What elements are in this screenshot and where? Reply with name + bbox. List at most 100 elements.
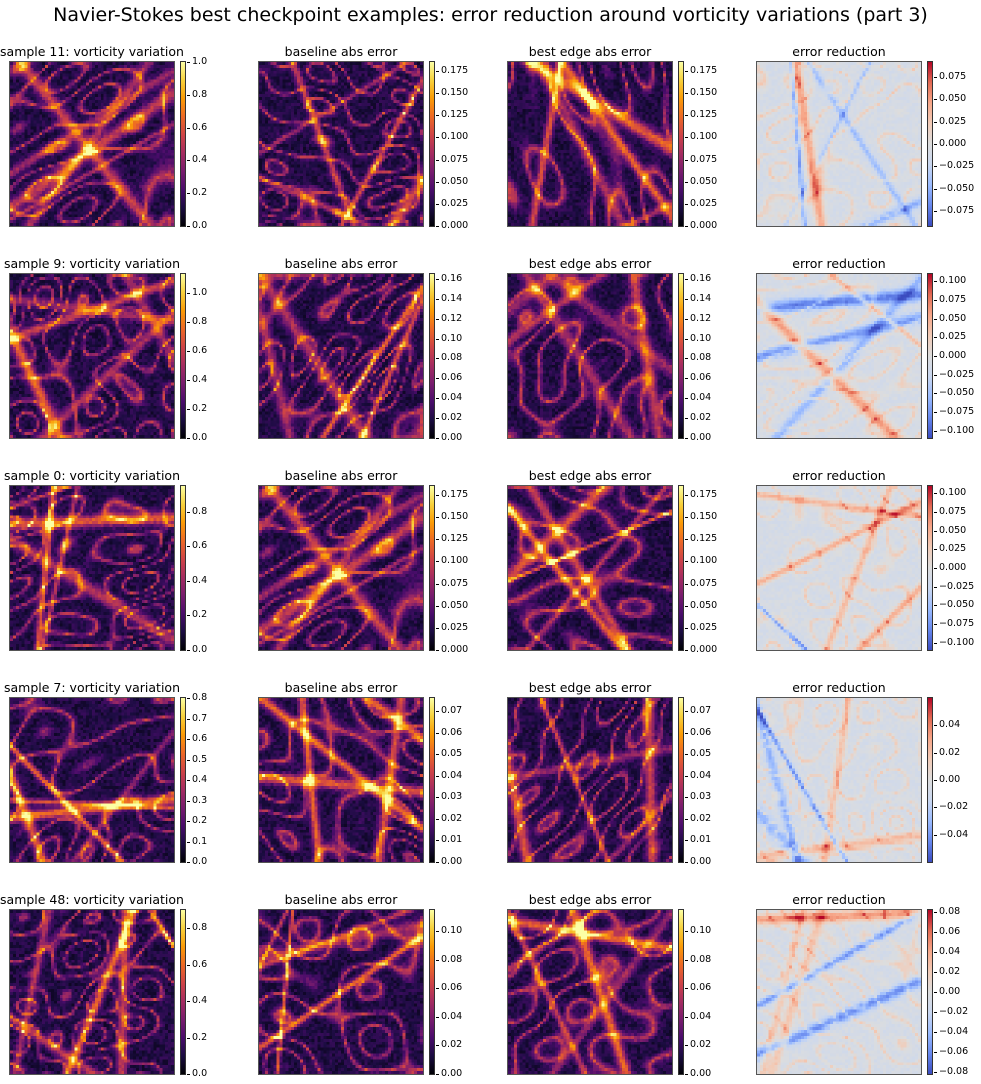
heatmap-cell bbox=[98, 141, 101, 144]
heatmap-cell bbox=[31, 103, 34, 106]
heatmap-cell bbox=[19, 77, 22, 80]
heatmap-cell bbox=[162, 100, 165, 103]
heatmap-cell bbox=[362, 124, 365, 127]
heatmap-cell bbox=[66, 220, 69, 223]
heatmap-cell bbox=[45, 121, 48, 124]
heatmap-cell bbox=[107, 97, 110, 100]
heatmap-cell bbox=[86, 97, 89, 100]
heatmap-cell bbox=[321, 150, 324, 153]
heatmap-cell bbox=[39, 100, 42, 103]
heatmap-cell bbox=[367, 68, 370, 71]
heatmap-cell bbox=[39, 141, 42, 144]
heatmap-cell bbox=[95, 126, 98, 129]
heatmap-cell bbox=[318, 80, 321, 83]
heatmap-cell bbox=[139, 208, 142, 211]
heatmap-cell bbox=[303, 91, 306, 94]
heatmap-cell bbox=[107, 223, 110, 226]
heatmap-cell bbox=[113, 74, 116, 77]
heatmap-cell bbox=[33, 200, 36, 203]
heatmap-cell bbox=[89, 217, 92, 220]
heatmap-cell bbox=[31, 208, 34, 211]
heatmap-cell bbox=[274, 106, 277, 109]
heatmap-cell bbox=[60, 80, 63, 83]
heatmap-cell bbox=[57, 167, 60, 170]
heatmap-cell bbox=[353, 141, 356, 144]
heatmap-cell bbox=[156, 68, 159, 71]
heatmap-cell bbox=[306, 150, 309, 153]
heatmap-cell bbox=[142, 200, 145, 203]
heatmap-cell bbox=[347, 150, 350, 153]
heatmap-cell bbox=[171, 214, 174, 217]
heatmap-cell bbox=[104, 188, 107, 191]
heatmap-cell bbox=[51, 159, 54, 162]
heatmap-cell bbox=[121, 188, 124, 191]
heatmap-cell bbox=[127, 85, 130, 88]
heatmap-cell bbox=[265, 103, 268, 106]
heatmap-cell bbox=[277, 91, 280, 94]
heatmap-cell bbox=[420, 68, 423, 71]
heatmap-cell bbox=[33, 165, 36, 168]
heatmap-cell bbox=[45, 182, 48, 185]
heatmap-cell bbox=[277, 121, 280, 124]
heatmap-cell bbox=[356, 115, 359, 118]
heatmap-cell bbox=[42, 208, 45, 211]
heatmap-cell bbox=[148, 85, 151, 88]
heatmap-cell bbox=[22, 208, 25, 211]
heatmap-cell bbox=[113, 217, 116, 220]
heatmap-cell bbox=[300, 138, 303, 141]
heatmap-cell bbox=[80, 85, 83, 88]
heatmap-cell bbox=[33, 191, 36, 194]
heatmap-cell bbox=[36, 94, 39, 97]
heatmap-cell bbox=[33, 162, 36, 165]
heatmap-cell bbox=[165, 112, 168, 115]
heatmap-cell bbox=[385, 62, 388, 65]
heatmap-cell bbox=[148, 179, 151, 182]
heatmap-cell bbox=[353, 156, 356, 159]
heatmap-cell bbox=[321, 94, 324, 97]
heatmap-cell bbox=[95, 153, 98, 156]
heatmap-cell bbox=[92, 138, 95, 141]
heatmap-cell bbox=[22, 170, 25, 173]
heatmap-cell bbox=[306, 118, 309, 121]
heatmap-cell bbox=[57, 159, 60, 162]
heatmap-cell bbox=[74, 170, 77, 173]
heatmap-cell bbox=[19, 206, 22, 209]
heatmap-cell bbox=[318, 144, 321, 147]
heatmap-cell bbox=[321, 109, 324, 112]
heatmap-cell bbox=[280, 138, 283, 141]
heatmap-cell bbox=[309, 62, 312, 65]
heatmap-cell bbox=[83, 126, 86, 129]
heatmap-cell bbox=[362, 80, 365, 83]
heatmap-cell bbox=[154, 182, 157, 185]
heatmap-cell bbox=[16, 162, 19, 165]
heatmap-cell bbox=[124, 68, 127, 71]
heatmap-cell bbox=[162, 203, 165, 206]
heatmap-cell bbox=[25, 173, 28, 176]
heatmap-cell bbox=[45, 115, 48, 118]
heatmap-cell bbox=[22, 85, 25, 88]
heatmap-cell bbox=[10, 220, 13, 223]
heatmap-cell bbox=[25, 159, 28, 162]
heatmap-cell bbox=[335, 74, 338, 77]
heatmap-cell bbox=[306, 121, 309, 124]
heatmap-cell bbox=[69, 194, 72, 197]
heatmap-cell bbox=[107, 129, 110, 132]
heatmap-cell bbox=[107, 194, 110, 197]
heatmap-cell bbox=[171, 80, 174, 83]
heatmap-cell bbox=[113, 165, 116, 168]
heatmap-cell bbox=[156, 109, 159, 112]
heatmap-cell bbox=[22, 211, 25, 214]
heatmap-cell bbox=[104, 200, 107, 203]
heatmap-cell bbox=[72, 124, 75, 127]
heatmap-cell bbox=[74, 141, 77, 144]
heatmap-cell bbox=[104, 153, 107, 156]
heatmap-cell bbox=[326, 97, 329, 100]
heatmap-cell bbox=[338, 144, 341, 147]
heatmap-cell bbox=[77, 188, 80, 191]
heatmap-cell bbox=[33, 88, 36, 91]
heatmap-cell bbox=[98, 65, 101, 68]
heatmap-cell bbox=[156, 217, 159, 220]
heatmap-cell bbox=[16, 138, 19, 141]
heatmap-cell bbox=[101, 159, 104, 162]
heatmap-cell bbox=[148, 191, 151, 194]
